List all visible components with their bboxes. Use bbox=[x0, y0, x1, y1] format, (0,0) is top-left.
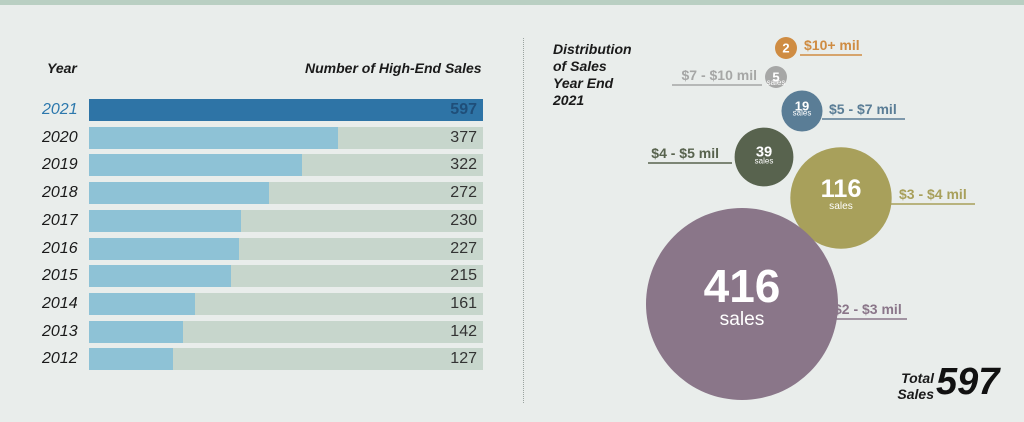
total-sales-value: 597 bbox=[936, 361, 1000, 403]
bar bbox=[89, 348, 173, 371]
bubble-value: 2 bbox=[782, 41, 789, 56]
bubble-value: 416 bbox=[704, 260, 781, 312]
price-range-label: $3 - $4 mil bbox=[899, 186, 967, 202]
bar-track: 161 bbox=[89, 292, 483, 315]
bar bbox=[89, 126, 338, 149]
bubble-value: 5 bbox=[772, 70, 779, 85]
bar-value-label: 215 bbox=[450, 267, 477, 285]
sales-column-header: Number of High-End Sales bbox=[305, 60, 482, 76]
bubble-10-mil bbox=[775, 37, 797, 59]
bar-value-label: 377 bbox=[450, 128, 477, 146]
bar bbox=[89, 320, 183, 343]
bar-row-2018: 2018 272 bbox=[0, 182, 490, 205]
bar-value-label: 127 bbox=[450, 350, 477, 368]
year-label: 2017 bbox=[42, 211, 78, 229]
bar-row-2021: 2021 597 bbox=[0, 99, 490, 121]
bubble-unit-label: sales bbox=[755, 156, 774, 165]
bar bbox=[89, 154, 302, 177]
bar bbox=[89, 182, 269, 205]
bar-track: 230 bbox=[89, 209, 483, 232]
year-label: 2016 bbox=[42, 239, 78, 257]
bubble-5-7-mil bbox=[781, 90, 823, 132]
price-range-label: $5 - $7 mil bbox=[829, 101, 897, 117]
bar bbox=[89, 237, 239, 260]
bar-value-label: 161 bbox=[450, 294, 477, 312]
year-column-header: Year bbox=[47, 60, 77, 76]
year-label: 2018 bbox=[42, 184, 78, 202]
bubble-3-4-mil bbox=[790, 147, 892, 249]
bar-value-label: 227 bbox=[450, 239, 477, 257]
year-label: 2013 bbox=[42, 322, 78, 340]
bar-value-label: 322 bbox=[450, 156, 477, 174]
bar bbox=[89, 292, 196, 315]
price-range-label: $10+ mil bbox=[804, 37, 860, 53]
price-range-label: $7 - $10 mil bbox=[682, 67, 758, 83]
bar-row-2014: 2014 161 bbox=[0, 292, 490, 315]
bar-track: 272 bbox=[89, 182, 483, 205]
total-sales-label: Total Sales bbox=[884, 370, 934, 402]
year-label: 2019 bbox=[42, 156, 78, 174]
top-accent-bar bbox=[0, 0, 1024, 5]
bar-row-2013: 2013 142 bbox=[0, 320, 490, 343]
bar-track: 597 bbox=[89, 99, 483, 121]
year-label: 2014 bbox=[42, 294, 78, 312]
bar-track: 142 bbox=[89, 320, 483, 343]
price-range-label: $2 - $3 mil bbox=[834, 301, 902, 317]
section-divider bbox=[523, 38, 524, 403]
bar-track: 215 bbox=[89, 265, 483, 288]
bubble-4-5-mil bbox=[734, 127, 794, 187]
bar-track: 377 bbox=[89, 126, 483, 149]
bar-row-2012: 2012 127 bbox=[0, 348, 490, 371]
year-label: 2015 bbox=[42, 267, 78, 285]
total-label-line: Sales bbox=[897, 386, 934, 402]
bar-row-2020: 2020 377 bbox=[0, 126, 490, 149]
bar bbox=[89, 265, 231, 288]
bar-row-2017: 2017 230 bbox=[0, 209, 490, 232]
price-range-label: $4 - $5 mil bbox=[651, 145, 719, 161]
distribution-title-line: Distribution bbox=[553, 41, 632, 57]
bubble-value: 116 bbox=[821, 175, 862, 203]
bar-value-label: 597 bbox=[450, 101, 477, 118]
year-label: 2012 bbox=[42, 350, 78, 368]
bubble-unit-label: sales bbox=[829, 201, 853, 212]
distribution-title-line: 2021 bbox=[553, 92, 585, 108]
bar-track: 322 bbox=[89, 154, 483, 177]
bar bbox=[89, 209, 241, 232]
bar-value-label: 142 bbox=[450, 322, 477, 340]
distribution-title-line: Year End bbox=[553, 75, 614, 91]
distribution-title: Distribution of Sales Year End 2021 bbox=[553, 41, 653, 109]
bubble-unit-label: sales bbox=[767, 78, 786, 87]
total-label-line: Total bbox=[901, 370, 934, 386]
bar-track: 127 bbox=[89, 348, 483, 371]
bar bbox=[89, 99, 483, 121]
bubble-7-10-mil bbox=[765, 66, 787, 88]
bubble-unit-label: sales bbox=[720, 309, 765, 330]
year-label: 2020 bbox=[42, 128, 78, 146]
bar-value-label: 272 bbox=[450, 184, 477, 202]
bubble-unit-label: sales bbox=[793, 109, 812, 118]
bar-track: 227 bbox=[89, 237, 483, 260]
bar-value-label: 230 bbox=[450, 211, 477, 229]
bubble-value: 19 bbox=[795, 99, 809, 114]
bubble-2-3-mil bbox=[646, 208, 838, 400]
distribution-title-line: of Sales bbox=[553, 58, 607, 74]
bubble-value: 39 bbox=[756, 144, 772, 160]
year-label: 2021 bbox=[42, 101, 78, 118]
bar-row-2016: 2016 227 bbox=[0, 237, 490, 260]
bar-row-2019: 2019 322 bbox=[0, 154, 490, 177]
bar-row-2015: 2015 215 bbox=[0, 265, 490, 288]
